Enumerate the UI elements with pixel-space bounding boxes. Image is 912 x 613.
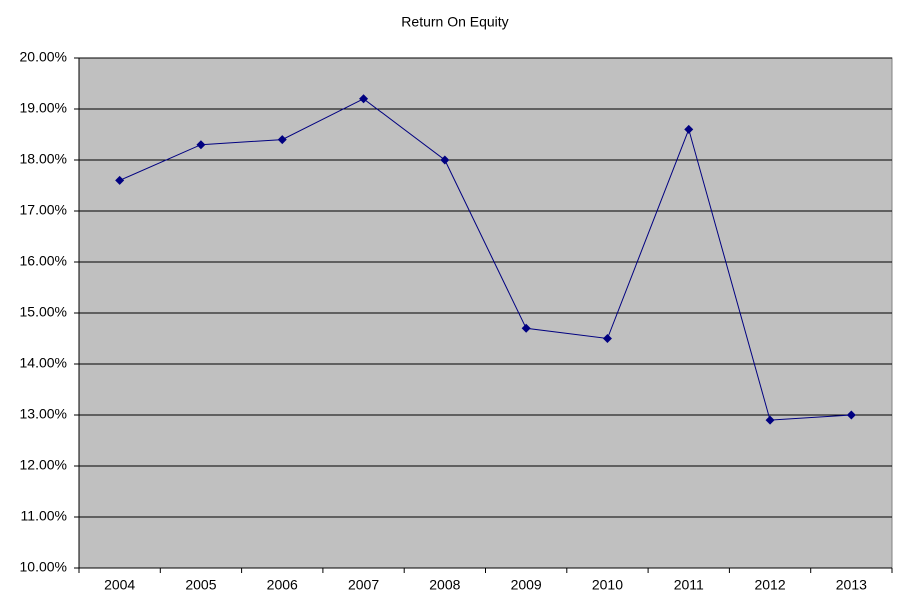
y-tick-label: 13.00% — [20, 406, 67, 422]
data-marker — [846, 410, 856, 420]
x-tick-label: 2012 — [754, 577, 785, 593]
data-line — [119, 98, 852, 421]
y-tick-label: 11.00% — [21, 508, 67, 524]
data-marker — [359, 94, 369, 104]
y-tick-label: 17.00% — [20, 202, 67, 218]
data-marker — [684, 124, 694, 134]
data-marker — [765, 415, 775, 425]
x-tick-label: 2007 — [348, 577, 379, 593]
x-tick-label: 2013 — [836, 577, 867, 593]
x-tick-label: 2009 — [511, 577, 542, 593]
x-tick-label: 2011 — [674, 577, 704, 593]
y-tick-label: 10.00% — [20, 559, 67, 575]
y-tick-label: 20.00% — [20, 49, 67, 65]
y-tick-label: 18.00% — [20, 151, 67, 167]
chart-title: Return On Equity — [401, 14, 508, 30]
y-tick-label: 16.00% — [20, 253, 67, 269]
x-tick-label: 2008 — [429, 577, 460, 593]
data-marker — [602, 334, 612, 343]
y-tick-label: 15.00% — [20, 304, 67, 320]
x-tick-label: 2005 — [185, 577, 216, 593]
x-tick-label: 2006 — [267, 577, 298, 593]
data-marker — [196, 140, 206, 150]
x-tick-label: 2004 — [104, 577, 135, 593]
y-tick-label: 19.00% — [20, 100, 67, 116]
y-tick-label: 14.00% — [20, 355, 67, 371]
data-marker — [440, 155, 450, 165]
data-marker — [521, 323, 531, 333]
data-marker — [115, 175, 125, 185]
data-marker — [277, 135, 287, 145]
y-tick-label: 12.00% — [20, 457, 67, 473]
x-tick-label: 2010 — [592, 577, 623, 593]
